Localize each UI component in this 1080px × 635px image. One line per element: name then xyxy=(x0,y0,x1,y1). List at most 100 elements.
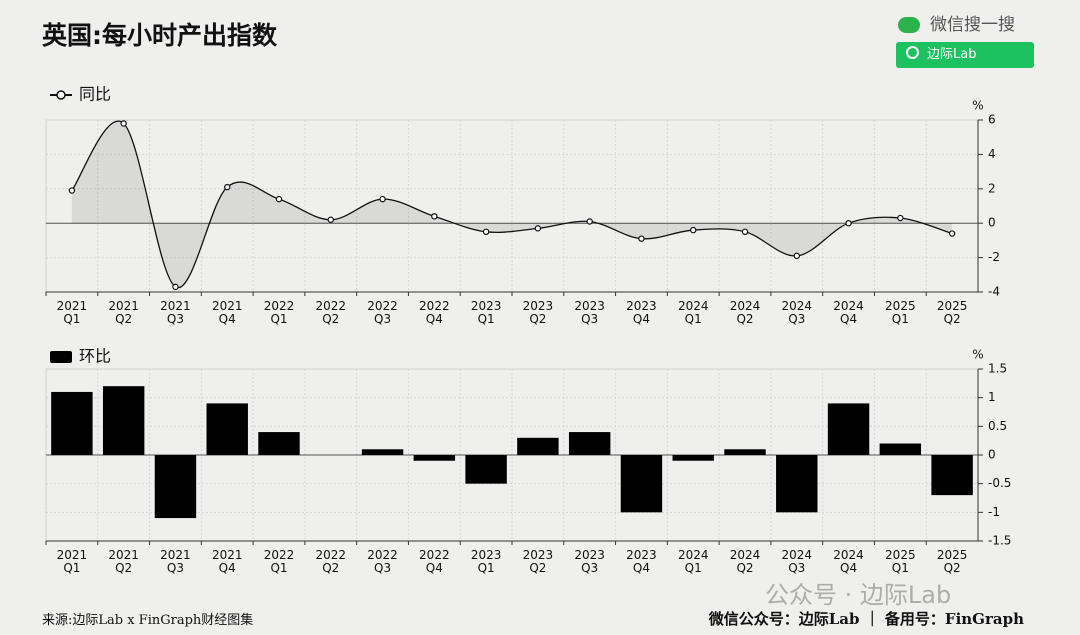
bar xyxy=(465,455,507,484)
point xyxy=(690,226,697,234)
x-tick-quarter: Q2 xyxy=(115,561,132,575)
x-tick-year: 2024 xyxy=(678,299,709,313)
y-tick-label: -1.5 xyxy=(988,534,1011,548)
x-tick-year: 2024 xyxy=(782,299,813,313)
x-tick-label: 2025 Q1 xyxy=(885,299,916,326)
x-tick-quarter: Q2 xyxy=(115,312,132,326)
x-tick-label: 2022 Q1 xyxy=(264,548,295,575)
x-tick-label: 2023 Q4 xyxy=(626,299,657,326)
x-tick-quarter: Q3 xyxy=(374,312,391,326)
x-tick-label: 2022 Q3 xyxy=(367,548,398,575)
point xyxy=(379,195,386,203)
search-icon xyxy=(906,46,919,59)
y-tick-label: 1 xyxy=(988,390,996,404)
x-tick-label: 2022 Q2 xyxy=(316,299,347,326)
x-tick-label: 2023 Q4 xyxy=(626,548,657,575)
unit-label: % xyxy=(972,99,983,113)
x-tick-year: 2023 xyxy=(523,299,554,313)
x-tick-label: 2024 Q1 xyxy=(678,299,709,326)
point xyxy=(897,214,904,222)
y-tick-label: 4 xyxy=(988,147,996,161)
bar xyxy=(206,403,248,455)
x-tick-year: 2021 xyxy=(57,548,88,562)
x-tick-year: 2023 xyxy=(626,548,657,562)
x-tick-label: 2022 Q2 xyxy=(316,548,347,575)
x-tick-label: 2022 Q4 xyxy=(419,299,450,326)
x-tick-label: 2024 Q2 xyxy=(730,548,761,575)
x-tick-quarter: Q1 xyxy=(478,561,495,575)
x-tick-quarter: Q3 xyxy=(167,561,184,575)
legend-label: 同比 xyxy=(79,85,111,104)
bar xyxy=(258,432,300,455)
x-tick-quarter: Q2 xyxy=(736,312,753,326)
x-tick-year: 2024 xyxy=(833,548,864,562)
point xyxy=(482,228,490,235)
search-button[interactable]: 边际Lab xyxy=(896,42,1034,68)
x-tick-year: 2021 xyxy=(212,299,243,313)
x-tick-quarter: Q3 xyxy=(374,561,391,575)
x-tick-year: 2025 xyxy=(937,299,968,313)
legend-label: 环比 xyxy=(79,347,111,366)
x-tick-quarter: Q1 xyxy=(478,312,495,326)
x-tick-quarter: Q4 xyxy=(426,561,443,575)
legend-icon-dot xyxy=(56,90,66,100)
y-tick-label: -1 xyxy=(988,505,1000,519)
x-tick-label: 2022 Q4 xyxy=(419,548,450,575)
x-tick-year: 2023 xyxy=(471,548,502,562)
x-tick-quarter: Q4 xyxy=(840,312,857,326)
point xyxy=(68,187,76,194)
x-tick-year: 2025 xyxy=(937,548,968,562)
x-tick-quarter: Q1 xyxy=(63,312,80,326)
x-tick-label: 2021 Q4 xyxy=(212,299,243,326)
point xyxy=(224,183,231,191)
x-tick-year: 2024 xyxy=(678,548,709,562)
legend-icon-bar xyxy=(50,351,72,363)
y-tick-label: 6 xyxy=(988,113,996,127)
y-tick-label: -2 xyxy=(988,250,1000,264)
search-label-text: 微信搜一搜 xyxy=(930,15,1015,35)
point xyxy=(741,228,749,235)
watermark: 公众号 · 边际Lab xyxy=(765,581,952,609)
point xyxy=(586,218,593,225)
x-tick-year: 2021 xyxy=(160,548,191,562)
x-tick-label: 2023 Q2 xyxy=(523,299,554,326)
x-tick-year: 2023 xyxy=(626,299,657,313)
point xyxy=(275,195,283,203)
x-tick-quarter: Q3 xyxy=(788,561,805,575)
y-tick-label: -4 xyxy=(988,285,1000,299)
x-tick-quarter: Q3 xyxy=(581,561,598,575)
x-tick-label: 2022 Q3 xyxy=(367,299,398,326)
y-tick-label: 1.5 xyxy=(988,362,1007,376)
x-tick-year: 2025 xyxy=(885,548,916,562)
x-tick-year: 2024 xyxy=(782,548,813,562)
search-button-text: 边际Lab xyxy=(927,47,977,62)
x-tick-label: 2023 Q3 xyxy=(574,299,605,326)
y-tick-label: 0 xyxy=(988,216,996,230)
x-tick-quarter: Q4 xyxy=(219,312,236,326)
x-tick-quarter: Q2 xyxy=(529,312,546,326)
x-tick-label: 2025 Q2 xyxy=(937,548,968,575)
x-tick-year: 2022 xyxy=(316,299,347,313)
x-tick-year: 2022 xyxy=(419,299,450,313)
point xyxy=(845,219,852,227)
x-tick-label: 2021 Q1 xyxy=(57,548,88,575)
x-tick-quarter: Q3 xyxy=(581,312,598,326)
x-tick-year: 2025 xyxy=(885,299,916,313)
x-tick-year: 2022 xyxy=(264,548,295,562)
y-tick-label: 0 xyxy=(988,448,996,462)
x-tick-quarter: Q4 xyxy=(219,561,236,575)
x-tick-quarter: Q1 xyxy=(63,561,80,575)
x-tick-label: 2023 Q2 xyxy=(523,548,554,575)
x-tick-label: 2021 Q2 xyxy=(108,299,139,326)
wechat-icon xyxy=(898,17,920,33)
x-tick-quarter: Q4 xyxy=(840,561,857,575)
x-tick-quarter: Q1 xyxy=(892,312,909,326)
x-tick-label: 2021 Q4 xyxy=(212,548,243,575)
bar xyxy=(879,443,922,455)
x-tick-year: 2021 xyxy=(108,548,139,562)
wechat-search-label[interactable]: 微信搜一搜 xyxy=(898,10,1015,35)
bar xyxy=(102,386,145,455)
x-tick-quarter: Q1 xyxy=(270,561,287,575)
point xyxy=(120,120,127,127)
